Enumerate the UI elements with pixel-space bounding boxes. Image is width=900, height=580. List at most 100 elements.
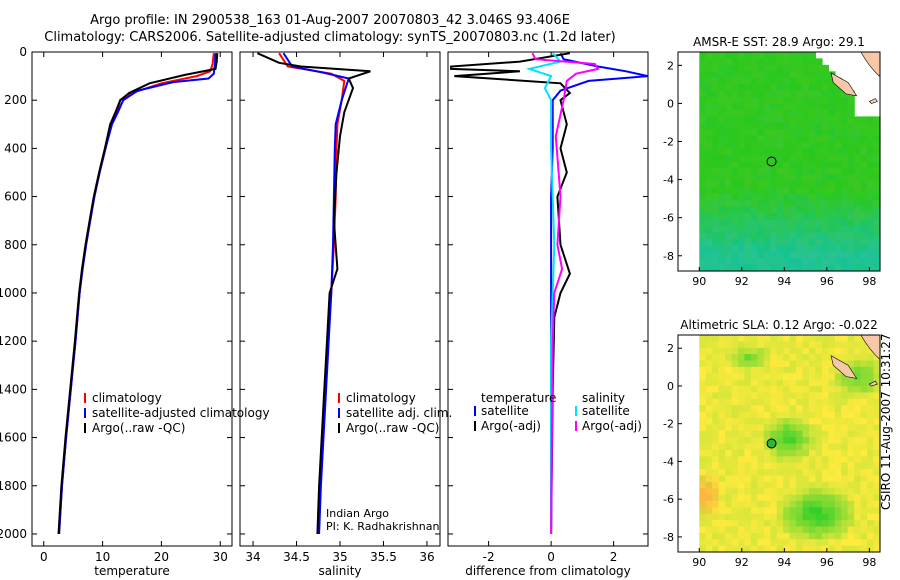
sst-map-cell — [834, 116, 842, 124]
sst-map-cell — [770, 155, 778, 163]
sla-map-cell — [725, 507, 733, 515]
sst-map-cell — [750, 167, 758, 175]
sst-map-cell — [705, 213, 713, 220]
sla-map-cell — [718, 481, 726, 489]
sst-map-cell — [854, 264, 862, 272]
sst-map-cell — [705, 90, 713, 98]
sst-map-cell — [744, 180, 752, 188]
sla-map-cell — [731, 494, 739, 502]
sla-map-cell — [809, 513, 817, 521]
sla-map-cell — [873, 411, 881, 419]
sla-map-cell — [699, 379, 707, 387]
sla-map-cell — [763, 437, 771, 445]
temperature-xtick-label: 0 — [40, 550, 48, 564]
sla-map-cell — [821, 373, 829, 381]
sla-map-cell — [789, 347, 797, 355]
sst-map-cell — [783, 103, 791, 111]
sla-map-cell — [802, 398, 810, 406]
sst-map-cell — [731, 174, 739, 182]
sla-map-cell — [841, 398, 849, 406]
sst-map-cell — [763, 245, 771, 253]
sst-map-cell — [847, 135, 855, 143]
sst-map-cell — [712, 97, 720, 105]
sla-map-cell — [860, 392, 868, 400]
sst-map-cell — [867, 122, 875, 130]
sla-map-cell — [705, 507, 713, 515]
sla-map-cell — [705, 545, 713, 553]
sla-map-cell — [796, 398, 804, 406]
sst-map-cell — [744, 52, 752, 59]
sla-map-cell — [763, 469, 771, 476]
sla-map-cell — [789, 335, 797, 342]
sla-map-cell — [834, 481, 842, 489]
sla-map-cell — [725, 392, 733, 400]
sst-map-cell — [705, 245, 713, 253]
sst-map-cell — [699, 213, 707, 220]
sla-map-cell — [867, 437, 875, 445]
sst-map-cell — [841, 251, 849, 259]
sla-map-cell — [847, 379, 855, 387]
sst-map-cell — [725, 245, 733, 253]
sst-map-cell — [718, 97, 726, 105]
sst-map-cell — [712, 193, 720, 201]
sla-map-cell — [860, 347, 868, 355]
sst-map-cell — [744, 84, 752, 92]
sst-map-cell — [750, 148, 758, 156]
sla-map-cell — [770, 341, 778, 349]
sst-map-cell — [783, 71, 791, 79]
sst-map-cell — [867, 251, 875, 259]
sst-map-cell — [757, 103, 765, 111]
sst-map-cell — [757, 238, 765, 246]
sla-map-cell — [699, 430, 707, 438]
depth-tick-label: 1000 — [0, 286, 27, 300]
sst-map-cell — [731, 77, 739, 85]
sla-map-cell — [854, 335, 862, 342]
sla-map-cell — [725, 424, 733, 432]
sst-map-cell — [828, 161, 836, 169]
sst-map-ytick-label: -8 — [663, 250, 674, 263]
sla-map-cell — [815, 411, 823, 419]
sla-map-cell — [776, 520, 784, 528]
sst-map-cell — [750, 116, 758, 124]
sla-map-cell — [783, 418, 791, 425]
sst-map-cell — [796, 77, 804, 85]
sla-map-cell — [783, 507, 791, 515]
sst-map-cell — [770, 64, 778, 72]
sla-map-cell — [834, 366, 842, 374]
sst-map-cell — [718, 174, 726, 182]
sla-map-cell — [815, 354, 823, 362]
sla-map-cell — [731, 379, 739, 387]
sla-map-cell — [867, 411, 875, 419]
sla-map-cell — [776, 341, 784, 349]
sla-map-cell — [705, 539, 713, 547]
sla-map-cell — [854, 373, 862, 381]
sla-map-cell — [770, 462, 778, 470]
sst-map-cell — [834, 219, 842, 227]
sla-map-cell — [809, 430, 817, 438]
sst-map-cell — [705, 97, 713, 105]
sst-map-cell — [699, 238, 707, 246]
sst-map-cell — [725, 64, 733, 72]
sla-map-cell — [802, 405, 810, 413]
sst-map-cell — [796, 174, 804, 182]
sla-map-cell — [725, 539, 733, 547]
sst-map-cell — [783, 129, 791, 137]
sst-map-cell — [796, 245, 804, 253]
sst-map-cell — [712, 167, 720, 175]
sla-map-cell — [738, 494, 746, 502]
sla-map-cell — [750, 398, 758, 406]
sla-map-cell — [712, 335, 720, 342]
sst-map-frame — [677, 51, 881, 272]
sla-map-cell — [750, 532, 758, 540]
sla-map-cell — [770, 379, 778, 387]
sla-map-cell — [725, 449, 733, 457]
sst-map-cell — [744, 116, 752, 124]
sst-map-cell — [705, 167, 713, 175]
sla-map-cell — [867, 386, 875, 394]
sst-map-cell — [873, 174, 881, 182]
sst-map-cell — [731, 64, 739, 72]
sla-map-cell — [847, 545, 855, 553]
sst-map-cell — [828, 135, 836, 143]
sst-map-cell — [763, 110, 771, 117]
sst-map-cell — [783, 155, 791, 163]
